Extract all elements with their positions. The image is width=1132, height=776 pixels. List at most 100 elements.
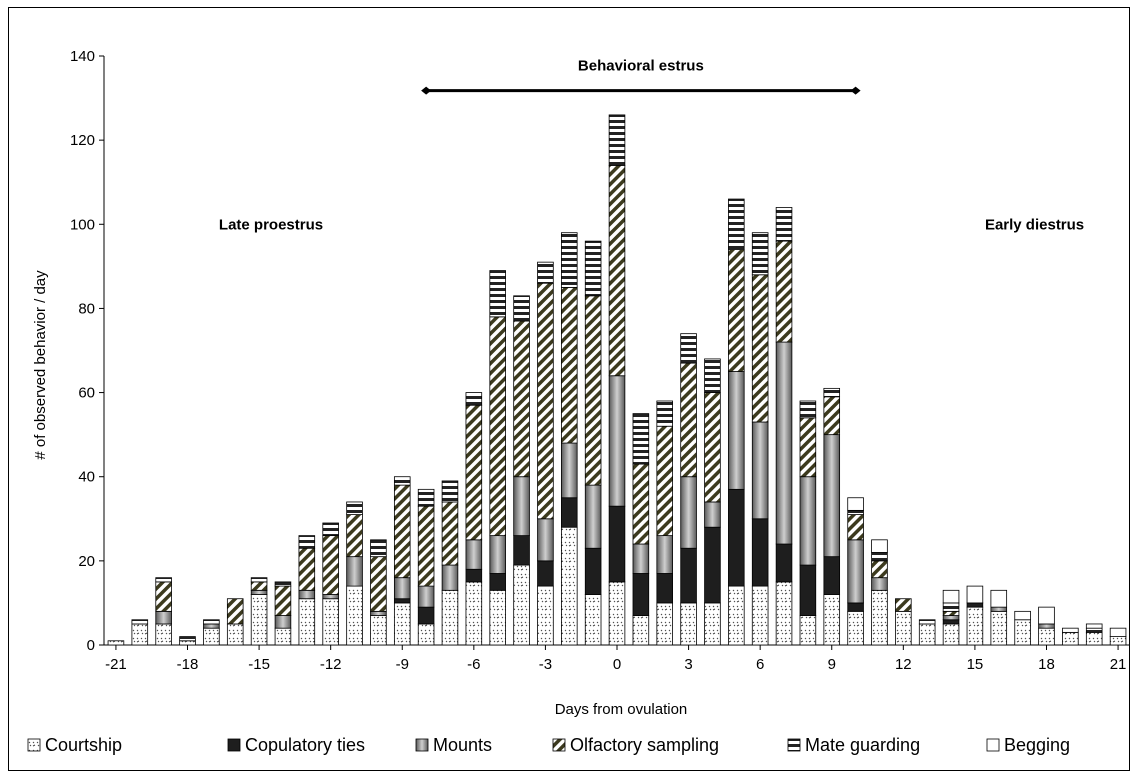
bar-courtship	[393, 602, 411, 646]
bar-mounts	[680, 476, 697, 549]
bar-mate-guarding	[203, 619, 220, 625]
bar-copulatory-ties	[465, 568, 483, 583]
bar-mounts	[656, 535, 673, 574]
bar-mounts	[203, 623, 220, 629]
bar-mounts	[584, 484, 602, 549]
bar-begging	[847, 497, 864, 511]
x-tick-label: -18	[177, 656, 199, 673]
bar-courtship	[179, 640, 196, 646]
bar-olfactory-sampling	[417, 505, 435, 587]
bar-copulatory-ties	[584, 547, 602, 595]
bar-courtship	[918, 623, 936, 646]
bar-courtship	[441, 589, 459, 646]
bar-mounts	[441, 564, 459, 591]
bar-courtship	[1085, 631, 1103, 646]
bar-courtship	[226, 623, 244, 646]
legend-swatch-olfactory-sampling	[552, 738, 566, 752]
y-tick-label: 140	[70, 48, 95, 65]
bar-courtship	[656, 602, 673, 646]
bar-mounts	[417, 585, 435, 608]
bar-mounts	[728, 371, 745, 490]
bar-courtship	[704, 602, 721, 646]
bar-mate-guarding	[465, 392, 483, 406]
bar-courtship	[680, 602, 697, 646]
bar-mounts	[513, 476, 530, 537]
bar-copulatory-ties	[751, 518, 769, 587]
annotations: Behavioral estrus Late proestrus Early die…	[219, 58, 1084, 234]
bar-mate-guarding	[847, 509, 864, 515]
bar-courtship	[990, 610, 1008, 646]
x-tick-label: 18	[1038, 656, 1055, 673]
bar-mate-guarding	[561, 232, 578, 288]
bar-mate-guarding	[441, 480, 459, 503]
bar-mate-guarding	[799, 400, 817, 419]
bar-courtship	[799, 615, 817, 646]
bar-courtship	[465, 581, 483, 646]
bar-courtship	[417, 623, 435, 646]
x-tick-label: 9	[828, 656, 836, 673]
bar-mate-guarding	[250, 577, 268, 583]
bar-mate-guarding	[298, 535, 316, 549]
x-axis-title: Days from ovulation	[555, 701, 688, 718]
bar-mate-guarding	[513, 295, 530, 322]
bar-courtship	[250, 594, 268, 646]
bar-mate-guarding	[584, 240, 602, 297]
bar-olfactory-sampling	[155, 581, 172, 612]
bar-courtship	[107, 640, 125, 646]
bar-mounts	[155, 610, 172, 625]
bar-copulatory-ties	[775, 543, 793, 583]
bar-olfactory-sampling	[704, 392, 721, 503]
bar-mate-guarding	[274, 581, 292, 587]
bar-mounts	[465, 539, 483, 570]
bar-copulatory-ties	[704, 526, 721, 604]
bar-mounts	[298, 589, 316, 600]
annotation-behavioral-estrus: Behavioral estrus	[578, 58, 704, 75]
x-tick-label: 12	[895, 656, 912, 673]
bar-mate-guarding	[131, 619, 149, 625]
bar-copulatory-ties	[537, 560, 554, 587]
bar-courtship	[513, 564, 530, 646]
bar-begging	[1014, 610, 1031, 621]
bar-mate-guarding	[155, 577, 172, 583]
bar-mounts	[632, 543, 650, 574]
bar-copulatory-ties	[823, 556, 841, 595]
x-tick-label: 21	[1110, 656, 1127, 673]
bar-copulatory-ties	[728, 488, 745, 587]
legend-label-mate-guarding: Mate guarding	[805, 735, 920, 755]
bar-begging	[1085, 623, 1103, 629]
bars	[107, 114, 1127, 646]
bar-mate-guarding	[704, 358, 721, 393]
bar-mounts	[823, 434, 841, 558]
legend-label-olfactory-sampling: Olfactory sampling	[570, 735, 719, 755]
bar-mate-guarding	[656, 400, 673, 427]
y-axis-title: # of observed behavior / day	[32, 270, 49, 460]
bar-mate-guarding	[632, 413, 650, 465]
bar-mounts	[274, 615, 292, 629]
y-tick-label: 120	[70, 132, 95, 149]
bar-courtship	[632, 615, 650, 646]
bar-mounts	[751, 421, 769, 520]
bar-courtship	[966, 606, 984, 646]
bar-olfactory-sampling	[728, 249, 745, 372]
bar-mate-guarding	[322, 522, 339, 537]
bar-courtship	[298, 598, 316, 646]
bar-courtship	[274, 627, 292, 646]
bar-mounts	[608, 375, 626, 507]
bar-courtship	[155, 623, 172, 646]
bar-courtship	[131, 623, 149, 646]
bar-begging	[871, 539, 888, 553]
bar-courtship	[584, 594, 602, 646]
x-tick-label: -3	[539, 656, 552, 673]
bar-begging	[1062, 627, 1079, 633]
bar-mate-guarding	[179, 636, 196, 642]
bar-olfactory-sampling	[847, 514, 864, 541]
bar-olfactory-sampling	[608, 164, 626, 377]
bar-mounts	[561, 442, 578, 499]
bar-courtship	[1062, 631, 1079, 646]
bar-mate-guarding	[346, 501, 363, 515]
x-tick-label: 0	[613, 656, 621, 673]
bar-olfactory-sampling	[680, 362, 697, 478]
bar-courtship	[1038, 627, 1055, 646]
bar-courtship	[871, 589, 888, 646]
bar-mate-guarding	[393, 476, 411, 486]
